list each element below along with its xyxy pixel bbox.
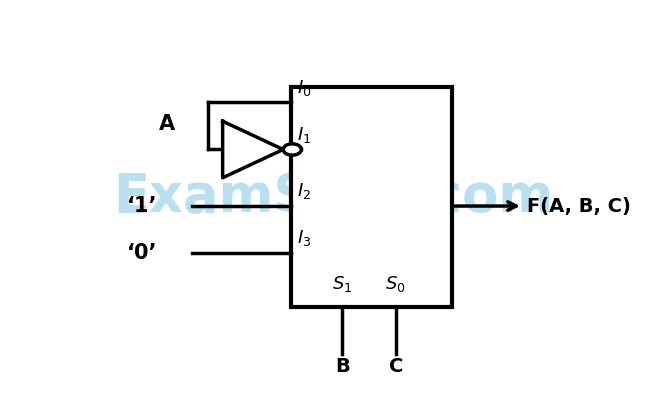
Text: ExamSIDE.com: ExamSIDE.com xyxy=(113,171,554,223)
Text: $I_1$: $I_1$ xyxy=(297,125,311,145)
Text: C: C xyxy=(389,357,403,376)
Polygon shape xyxy=(223,121,283,178)
Text: $I_2$: $I_2$ xyxy=(297,181,311,201)
Text: B: B xyxy=(335,357,350,376)
Text: ‘1’: ‘1’ xyxy=(127,196,157,216)
Text: $I_0$: $I_0$ xyxy=(297,78,311,98)
Text: $I_3$: $I_3$ xyxy=(297,228,311,248)
Text: $S_0$: $S_0$ xyxy=(385,274,406,294)
Text: F(A, B, C): F(A, B, C) xyxy=(527,197,631,215)
Text: $S_1$: $S_1$ xyxy=(332,274,353,294)
Bar xyxy=(291,86,452,306)
Text: A: A xyxy=(159,114,175,134)
Text: ‘0’: ‘0’ xyxy=(127,243,157,263)
Circle shape xyxy=(283,144,301,155)
